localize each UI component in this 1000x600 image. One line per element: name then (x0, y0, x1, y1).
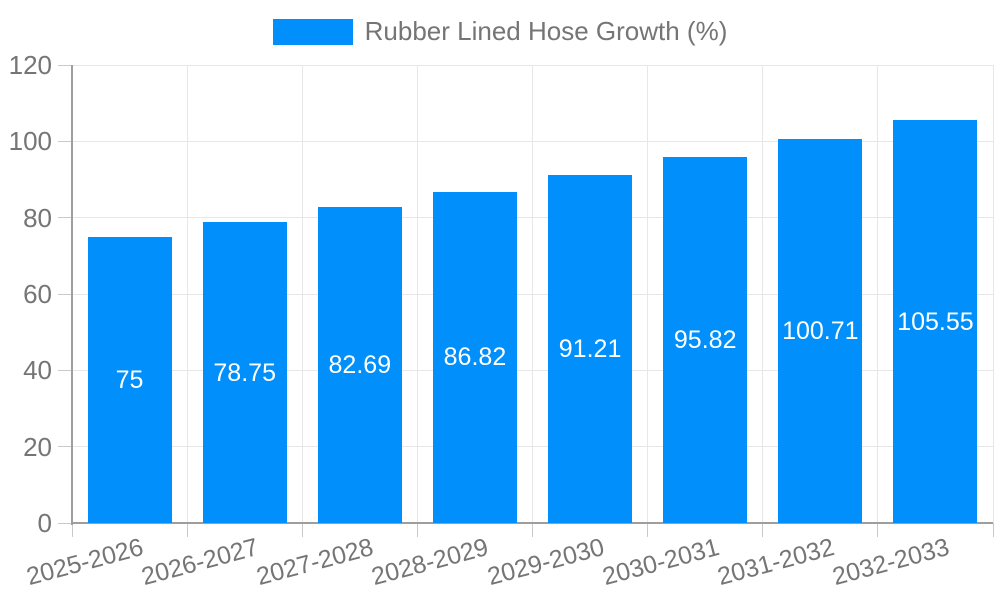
bar-value-label: 105.55 (897, 307, 974, 336)
x-tick-label: 2026-2027 (138, 533, 262, 592)
y-tick-label: 120 (8, 50, 52, 80)
x-tick-mark (186, 523, 188, 537)
y-tick-label: 20 (23, 431, 52, 462)
legend[interactable]: Rubber Lined Hose Growth (%) (0, 16, 1000, 47)
x-tick-label: 2025-2026 (23, 533, 147, 592)
x-tick-mark (992, 523, 994, 537)
bar-value-label: 78.75 (213, 358, 276, 387)
bar-2027-2028[interactable] (317, 207, 402, 523)
bar-2030-2031[interactable] (663, 157, 748, 523)
x-tick-mark (532, 523, 533, 537)
gridline-v (877, 65, 879, 523)
y-tick-label: 0 (37, 508, 52, 538)
y-tick-mark (58, 140, 72, 142)
bar-value-label: 82.69 (328, 351, 392, 380)
bar-2029-2030[interactable] (548, 174, 633, 523)
gridline-v (416, 65, 418, 523)
y-tick-label: 60 (23, 279, 52, 309)
y-tick-mark (58, 522, 72, 524)
x-tick-label: 2030-2031 (599, 533, 722, 592)
x-tick-mark (877, 523, 879, 537)
x-axis-line (72, 522, 993, 524)
x-tick-mark (416, 523, 418, 537)
bar-2032-2033[interactable] (893, 120, 978, 523)
x-tick-label: 2027-2028 (253, 533, 377, 592)
bar-2025-2026[interactable] (87, 236, 172, 523)
y-tick-label: 80 (23, 202, 52, 233)
bar-2028-2029[interactable] (432, 191, 517, 523)
y-tick-label: 100 (8, 126, 52, 157)
gridline-v (647, 65, 649, 523)
legend-label: Rubber Lined Hose Growth (%) (364, 16, 728, 46)
gridline-v (992, 65, 994, 523)
y-tick-mark (58, 446, 72, 448)
legend-swatch (272, 18, 353, 45)
y-tick-mark (58, 217, 72, 219)
bar-2031-2032[interactable] (778, 138, 863, 523)
gridline-v (532, 65, 533, 523)
x-tick-label: 2028-2029 (368, 533, 492, 592)
gridline-v (186, 65, 188, 523)
y-tick-mark (58, 64, 72, 66)
bar-value-label: 95.82 (673, 326, 737, 355)
y-axis-line (71, 65, 73, 525)
x-tick-mark (647, 523, 649, 537)
x-tick-mark (762, 523, 764, 537)
bar-value-label: 75 (115, 365, 144, 394)
x-tick-mark (71, 523, 73, 537)
x-tick-mark (301, 523, 303, 537)
x-tick-label: 2032-2033 (829, 533, 953, 592)
y-tick-mark (58, 369, 72, 371)
x-tick-label: 2031-2032 (714, 533, 838, 592)
gridline-v (762, 65, 764, 523)
y-tick-label: 40 (23, 355, 52, 386)
gridline-v (301, 65, 303, 523)
bar-value-label: 100.71 (782, 316, 859, 345)
x-tick-label: 2029-2030 (484, 533, 607, 592)
y-tick-mark (58, 293, 72, 295)
bar-2026-2027[interactable] (202, 222, 287, 523)
bar-value-label: 91.21 (558, 334, 622, 363)
bar-value-label: 86.82 (443, 343, 507, 372)
